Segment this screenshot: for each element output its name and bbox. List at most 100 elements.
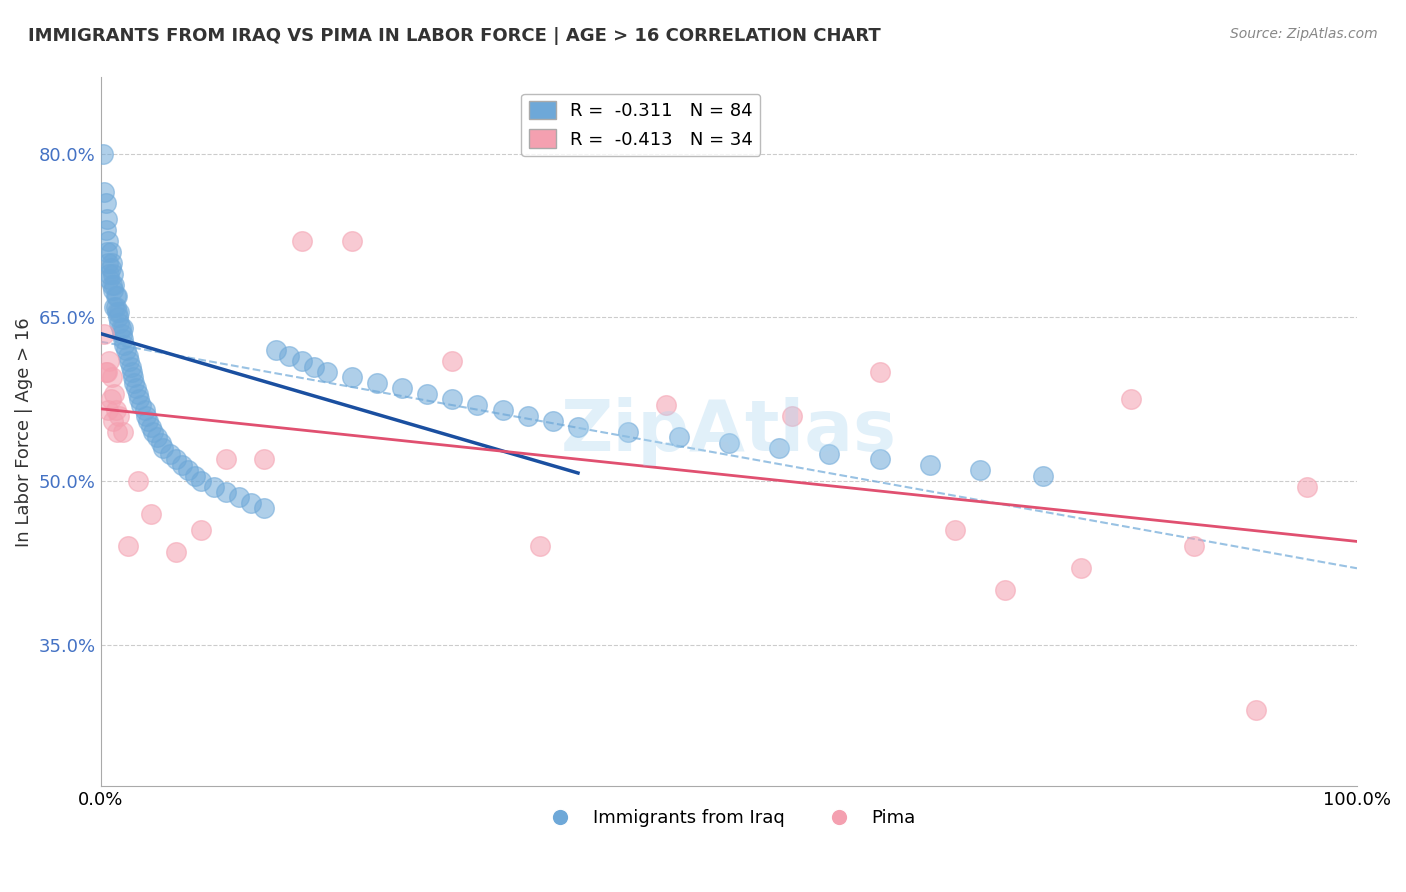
Point — [969, 463, 991, 477]
Point — [177, 463, 200, 477]
Text: Source: ZipAtlas.com: Source: ZipAtlas.com — [1230, 27, 1378, 41]
Point — [467, 398, 489, 412]
Point — [152, 442, 174, 456]
Point — [104, 300, 127, 314]
Point — [96, 244, 118, 259]
Point — [100, 261, 122, 276]
Point — [104, 288, 127, 302]
Point — [112, 425, 135, 439]
Point — [655, 398, 678, 412]
Point — [121, 365, 143, 379]
Point — [98, 272, 121, 286]
Point — [149, 435, 172, 450]
Point — [97, 403, 120, 417]
Point — [142, 425, 165, 439]
Point — [516, 409, 538, 423]
Point — [253, 501, 276, 516]
Point — [146, 430, 169, 444]
Point — [918, 458, 941, 472]
Point — [125, 381, 148, 395]
Point — [100, 244, 122, 259]
Point — [96, 365, 118, 379]
Point — [112, 332, 135, 346]
Point — [101, 277, 124, 292]
Point — [127, 386, 149, 401]
Point — [340, 234, 363, 248]
Point — [134, 403, 156, 417]
Point — [1070, 561, 1092, 575]
Point — [96, 212, 118, 227]
Point — [567, 419, 589, 434]
Point — [129, 398, 152, 412]
Point — [1119, 392, 1142, 407]
Point — [159, 447, 181, 461]
Point — [240, 496, 263, 510]
Point — [112, 337, 135, 351]
Point — [165, 545, 187, 559]
Point — [101, 256, 124, 270]
Point — [97, 256, 120, 270]
Point — [1032, 468, 1054, 483]
Point — [215, 452, 238, 467]
Point — [302, 359, 325, 374]
Point — [190, 523, 212, 537]
Point — [94, 223, 117, 237]
Point — [266, 343, 288, 358]
Point — [108, 409, 131, 423]
Point — [1182, 540, 1205, 554]
Point — [111, 326, 134, 341]
Point — [94, 195, 117, 210]
Point — [315, 365, 337, 379]
Point — [98, 354, 121, 368]
Point — [101, 267, 124, 281]
Point — [541, 414, 564, 428]
Point — [668, 430, 690, 444]
Point — [127, 474, 149, 488]
Point — [100, 392, 122, 407]
Point — [135, 409, 157, 423]
Point — [103, 300, 125, 314]
Point — [202, 479, 225, 493]
Point — [139, 419, 162, 434]
Point — [253, 452, 276, 467]
Point — [717, 435, 740, 450]
Point — [105, 288, 128, 302]
Point — [228, 491, 250, 505]
Point — [107, 310, 129, 325]
Point — [118, 354, 141, 368]
Point — [391, 381, 413, 395]
Point — [108, 316, 131, 330]
Point — [101, 414, 124, 428]
Point — [98, 267, 121, 281]
Legend: Immigrants from Iraq, Pima: Immigrants from Iraq, Pima — [534, 802, 922, 834]
Point — [91, 146, 114, 161]
Point — [768, 442, 790, 456]
Point — [215, 485, 238, 500]
Point — [120, 359, 142, 374]
Point — [1246, 703, 1268, 717]
Point — [184, 468, 207, 483]
Point — [112, 321, 135, 335]
Point — [101, 283, 124, 297]
Point — [190, 474, 212, 488]
Point — [869, 365, 891, 379]
Point — [103, 386, 125, 401]
Point — [1295, 479, 1317, 493]
Point — [105, 305, 128, 319]
Point — [103, 277, 125, 292]
Point — [114, 343, 136, 358]
Point — [366, 376, 388, 390]
Point — [780, 409, 803, 423]
Point — [340, 370, 363, 384]
Y-axis label: In Labor Force | Age > 16: In Labor Force | Age > 16 — [15, 318, 32, 547]
Point — [110, 321, 132, 335]
Text: ZipAtlas: ZipAtlas — [561, 398, 897, 467]
Text: IMMIGRANTS FROM IRAQ VS PIMA IN LABOR FORCE | AGE > 16 CORRELATION CHART: IMMIGRANTS FROM IRAQ VS PIMA IN LABOR FO… — [28, 27, 882, 45]
Point — [529, 540, 551, 554]
Point — [617, 425, 640, 439]
Point — [818, 447, 841, 461]
Point — [128, 392, 150, 407]
Point — [108, 305, 131, 319]
Point — [93, 185, 115, 199]
Point — [994, 583, 1017, 598]
